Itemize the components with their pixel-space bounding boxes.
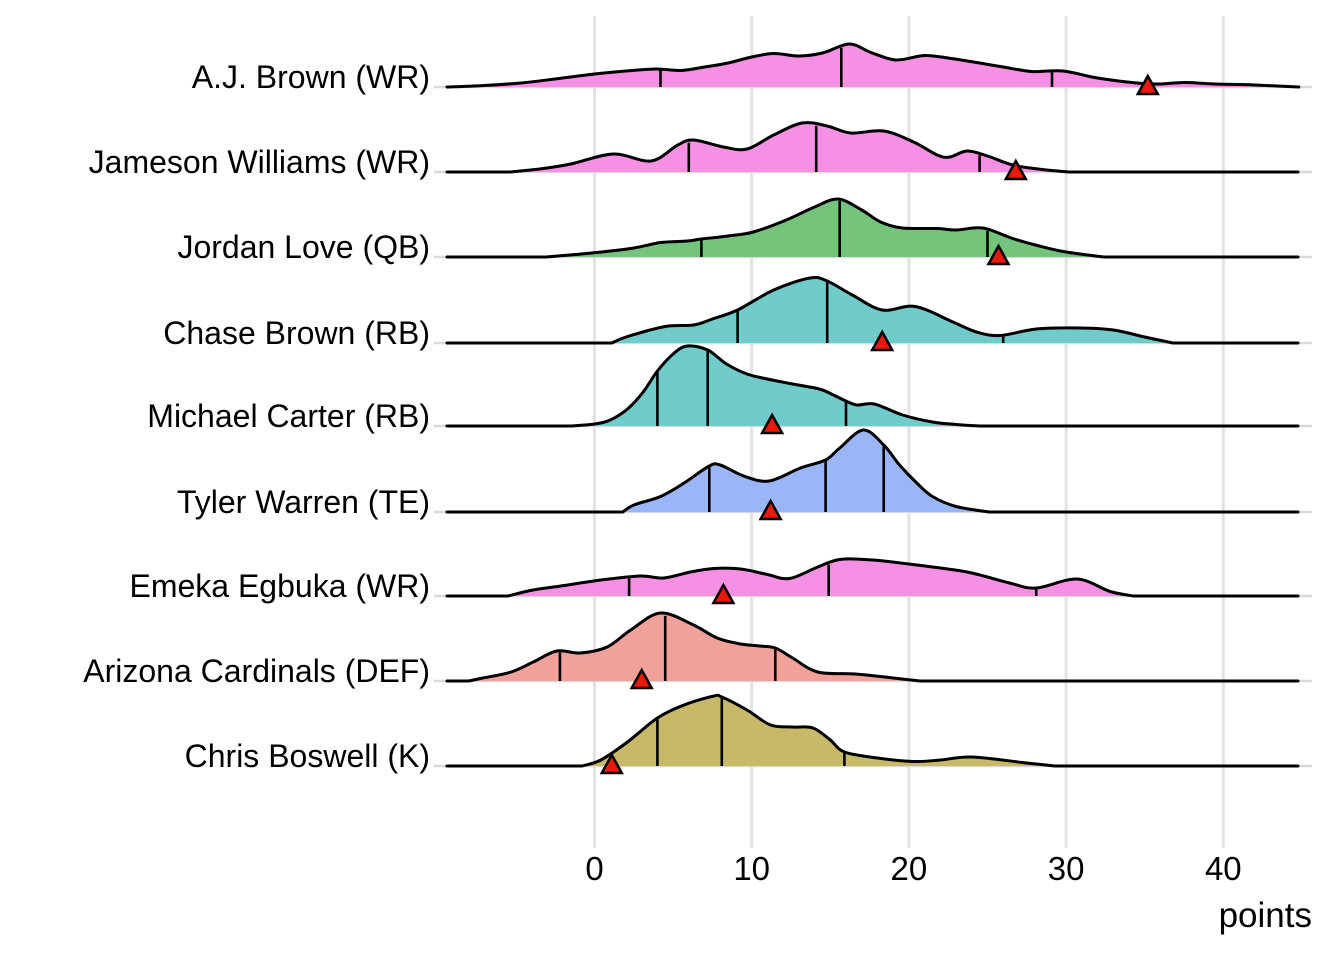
actual-points-marker-1 xyxy=(1003,158,1028,181)
actual-points-marker-4 xyxy=(759,412,785,435)
x-tick-label-20: 20 xyxy=(890,850,928,887)
actual-points-marker-8 xyxy=(599,752,624,775)
ridge-density-6 xyxy=(445,557,1300,598)
x-tick-label-10: 10 xyxy=(733,850,771,887)
x-axis-title: points xyxy=(1218,896,1312,935)
ridge-density-7 xyxy=(445,611,1300,683)
player-label-0: A.J. Brown (WR) xyxy=(191,59,430,95)
player-label-1: Jameson Williams (WR) xyxy=(88,144,430,180)
ridge-density-8 xyxy=(445,693,1300,768)
actual-points-marker-3 xyxy=(870,329,895,352)
actual-points-marker-2 xyxy=(986,243,1011,266)
player-label-8: Chris Boswell (K) xyxy=(184,738,430,774)
x-tick-label-30: 30 xyxy=(1047,850,1085,887)
player-label-6: Emeka Egbuka (WR) xyxy=(129,568,430,604)
actual-points-marker-0 xyxy=(1135,73,1160,96)
player-label-3: Chase Brown (RB) xyxy=(163,315,430,351)
player-label-2: Jordan Love (QB) xyxy=(177,229,430,265)
player-label-4: Michael Carter (RB) xyxy=(147,398,430,434)
ridge-density-4 xyxy=(445,344,1300,428)
ridge-density-2 xyxy=(445,197,1300,259)
player-label-5: Tyler Warren (TE) xyxy=(176,484,430,520)
player-label-7: Arizona Cardinals (DEF) xyxy=(83,653,430,689)
x-tick-label-0: 0 xyxy=(585,850,604,887)
ridge-density-3 xyxy=(445,275,1300,345)
actual-points-marker-5 xyxy=(758,498,783,521)
ridge-density-0 xyxy=(445,42,1301,89)
x-tick-label-40: 40 xyxy=(1204,850,1242,887)
ridge-density-1 xyxy=(445,121,1300,174)
actual-points-marker-7 xyxy=(629,667,654,690)
actual-points-marker-6 xyxy=(711,582,736,605)
ridge-density-5 xyxy=(445,428,1300,514)
